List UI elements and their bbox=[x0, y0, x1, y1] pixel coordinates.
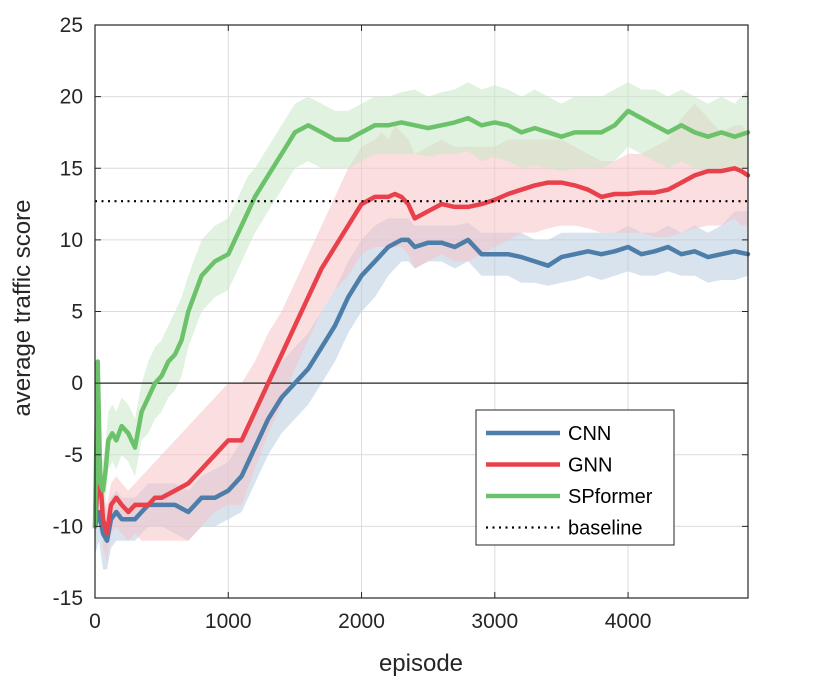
legend-label-spformer: SPformer bbox=[568, 486, 653, 508]
series-lines bbox=[92, 108, 751, 543]
x-tick-label-2: 2000 bbox=[338, 610, 385, 633]
series-points-spformer bbox=[94, 110, 749, 527]
y-tick-label-2: -5 bbox=[64, 444, 83, 467]
y-tick-label-1: -10 bbox=[53, 515, 83, 538]
legend-label-cnn: CNN bbox=[568, 423, 611, 445]
legend-label-baseline: baseline bbox=[568, 518, 643, 540]
band-cnn bbox=[95, 211, 748, 570]
x-tick-label-4: 4000 bbox=[605, 610, 652, 633]
y-tick-label-0: -15 bbox=[53, 587, 83, 610]
axis-ticks bbox=[94, 24, 748, 599]
series-line-cnn bbox=[92, 237, 751, 543]
x-tick-label-3: 3000 bbox=[471, 610, 518, 633]
x-tick-label-1: 1000 bbox=[205, 610, 252, 633]
y-axis-title: average traffic score bbox=[9, 200, 36, 417]
y-tick-label-7: 20 bbox=[60, 86, 83, 109]
y-tick-label-8: 25 bbox=[60, 14, 83, 37]
x-tick-label-0: 0 bbox=[89, 610, 101, 633]
y-tick-label-3: 0 bbox=[71, 372, 83, 395]
y-tick-label-4: 5 bbox=[71, 301, 83, 324]
band-gnn bbox=[95, 103, 748, 563]
y-tick-label-5: 10 bbox=[60, 229, 83, 252]
tick-labels: 0 1000 2000 3000 4000 -15 -10 -5 0 5 10 15 20 25 bbox=[53, 14, 652, 633]
y-tick-label-6: 15 bbox=[60, 157, 83, 180]
legend-label-gnn: GNN bbox=[568, 455, 612, 477]
series-points-gnn bbox=[94, 168, 749, 534]
x-axis-title: episode bbox=[379, 650, 463, 677]
legend: CNN GNN SPformer baseline bbox=[475, 409, 675, 546]
series-points-cnn bbox=[94, 239, 749, 541]
